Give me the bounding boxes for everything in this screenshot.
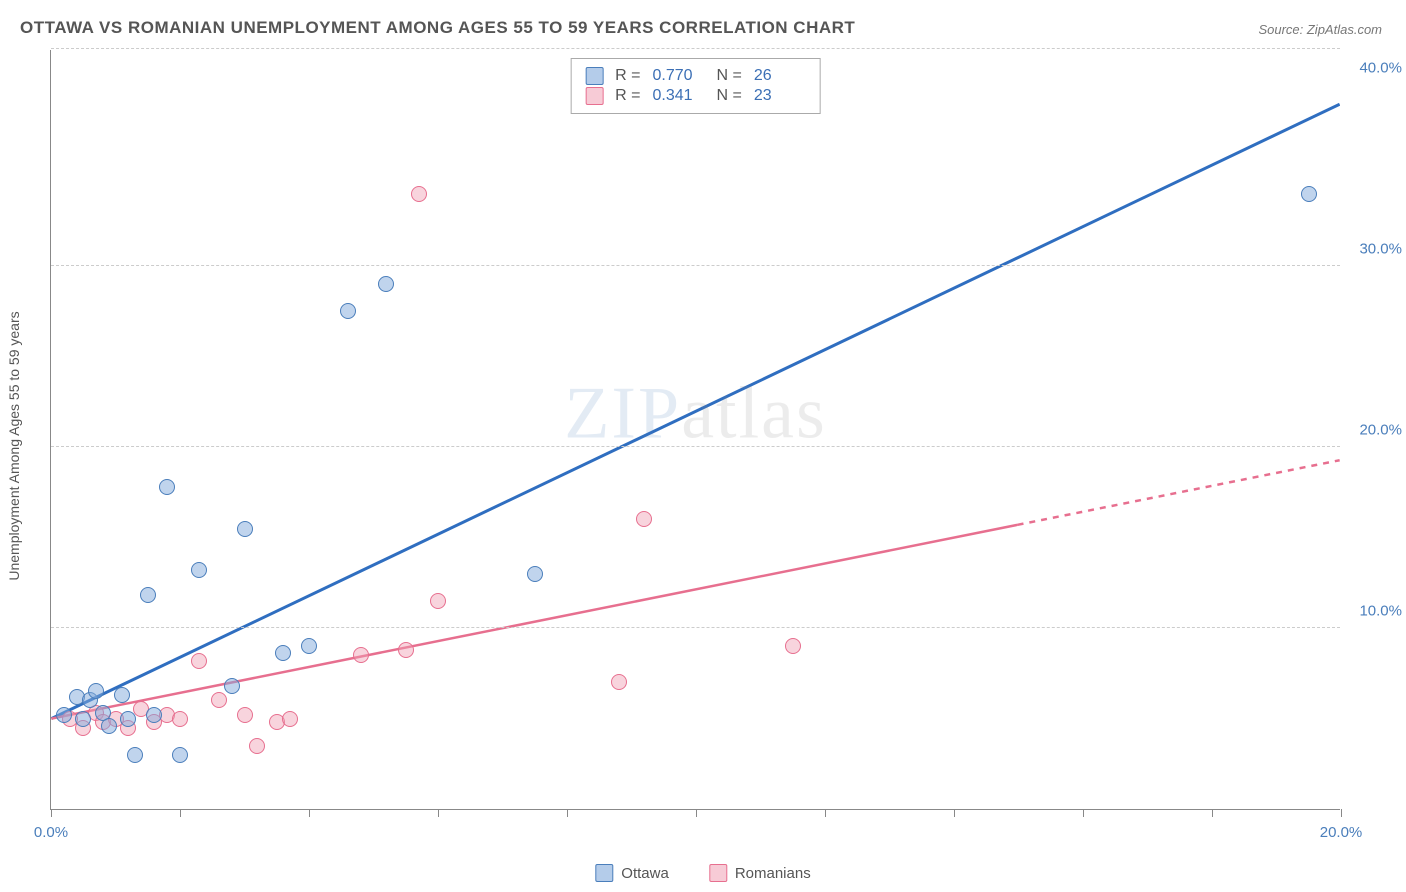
- x-tick: [309, 809, 310, 817]
- correlation-stats-box: R = 0.770 N = 26 R = 0.341 N = 23: [570, 58, 821, 114]
- x-tick: [1212, 809, 1213, 817]
- ottawa-point: [140, 587, 156, 603]
- ottawa-point: [88, 683, 104, 699]
- romanians-point: [398, 642, 414, 658]
- source-attribution: Source: ZipAtlas.com: [1258, 22, 1382, 37]
- ottawa-point: [127, 747, 143, 763]
- romanians-point: [636, 511, 652, 527]
- x-tick: [567, 809, 568, 817]
- x-tick: [1341, 809, 1342, 817]
- ottawa-point: [237, 521, 253, 537]
- stat-r-label: R =: [615, 87, 640, 105]
- legend-item: Romanians: [709, 864, 811, 882]
- x-tick: [180, 809, 181, 817]
- ottawa-point: [101, 718, 117, 734]
- romanians-point: [237, 707, 253, 723]
- x-tick: [825, 809, 826, 817]
- series-legend: Ottawa Romanians: [595, 864, 810, 882]
- romanians-point: [353, 647, 369, 663]
- gridline: [51, 446, 1340, 447]
- ottawa-point: [159, 479, 175, 495]
- ottawa-point: [378, 276, 394, 292]
- romanians-point: [172, 711, 188, 727]
- x-tick: [696, 809, 697, 817]
- stat-r-label: R =: [615, 67, 640, 85]
- ottawa-point: [56, 707, 72, 723]
- stat-n-value: 23: [754, 87, 806, 105]
- watermark: ZIPatlas: [564, 372, 827, 457]
- trend-line: [1018, 460, 1340, 525]
- ottawa-point: [1301, 186, 1317, 202]
- stat-n-label: N =: [717, 67, 742, 85]
- ottawa-point: [75, 711, 91, 727]
- stat-row: R = 0.341 N = 23: [585, 87, 806, 105]
- legend-swatch: [585, 67, 603, 85]
- x-tick-label: 0.0%: [34, 824, 68, 841]
- legend-swatch: [585, 87, 603, 105]
- ottawa-point: [301, 638, 317, 654]
- legend-item: Ottawa: [595, 864, 669, 882]
- y-tick-label: 20.0%: [1359, 422, 1402, 439]
- ottawa-point: [114, 687, 130, 703]
- legend-swatch: [709, 864, 727, 882]
- ottawa-point: [340, 303, 356, 319]
- chart-title: OTTAWA VS ROMANIAN UNEMPLOYMENT AMONG AG…: [20, 18, 855, 38]
- legend-label: Ottawa: [621, 865, 669, 882]
- ottawa-point: [275, 645, 291, 661]
- ottawa-point: [120, 711, 136, 727]
- romanians-point: [211, 692, 227, 708]
- legend-label: Romanians: [735, 865, 811, 882]
- scatter-plot-area: ZIPatlas R =0.770N =26R =0.341N =23 10.0…: [50, 50, 1340, 810]
- romanians-point: [191, 653, 207, 669]
- x-tick: [51, 809, 52, 817]
- gridline: [51, 48, 1340, 49]
- trend-lines-layer: [51, 50, 1340, 809]
- y-tick-label: 30.0%: [1359, 241, 1402, 258]
- ottawa-point: [172, 747, 188, 763]
- romanians-point: [785, 638, 801, 654]
- x-tick-label: 20.0%: [1320, 824, 1363, 841]
- stat-r-value: 0.770: [653, 67, 705, 85]
- x-tick: [438, 809, 439, 817]
- romanians-point: [282, 711, 298, 727]
- x-tick: [1083, 809, 1084, 817]
- x-tick: [954, 809, 955, 817]
- ottawa-point: [224, 678, 240, 694]
- gridline: [51, 627, 1340, 628]
- romanians-point: [411, 186, 427, 202]
- romanians-point: [611, 674, 627, 690]
- romanians-point: [430, 593, 446, 609]
- trend-line: [51, 525, 1017, 719]
- y-tick-label: 10.0%: [1359, 603, 1402, 620]
- y-tick-label: 40.0%: [1359, 60, 1402, 77]
- stat-row: R = 0.770 N = 26: [585, 67, 806, 85]
- ottawa-point: [146, 707, 162, 723]
- y-axis-label: Unemployment Among Ages 55 to 59 years: [6, 311, 22, 580]
- gridline: [51, 265, 1340, 266]
- ottawa-point: [527, 566, 543, 582]
- legend-swatch: [595, 864, 613, 882]
- ottawa-point: [191, 562, 207, 578]
- romanians-point: [249, 738, 265, 754]
- stat-n-value: 26: [754, 67, 806, 85]
- stat-n-label: N =: [717, 87, 742, 105]
- stat-r-value: 0.341: [653, 87, 705, 105]
